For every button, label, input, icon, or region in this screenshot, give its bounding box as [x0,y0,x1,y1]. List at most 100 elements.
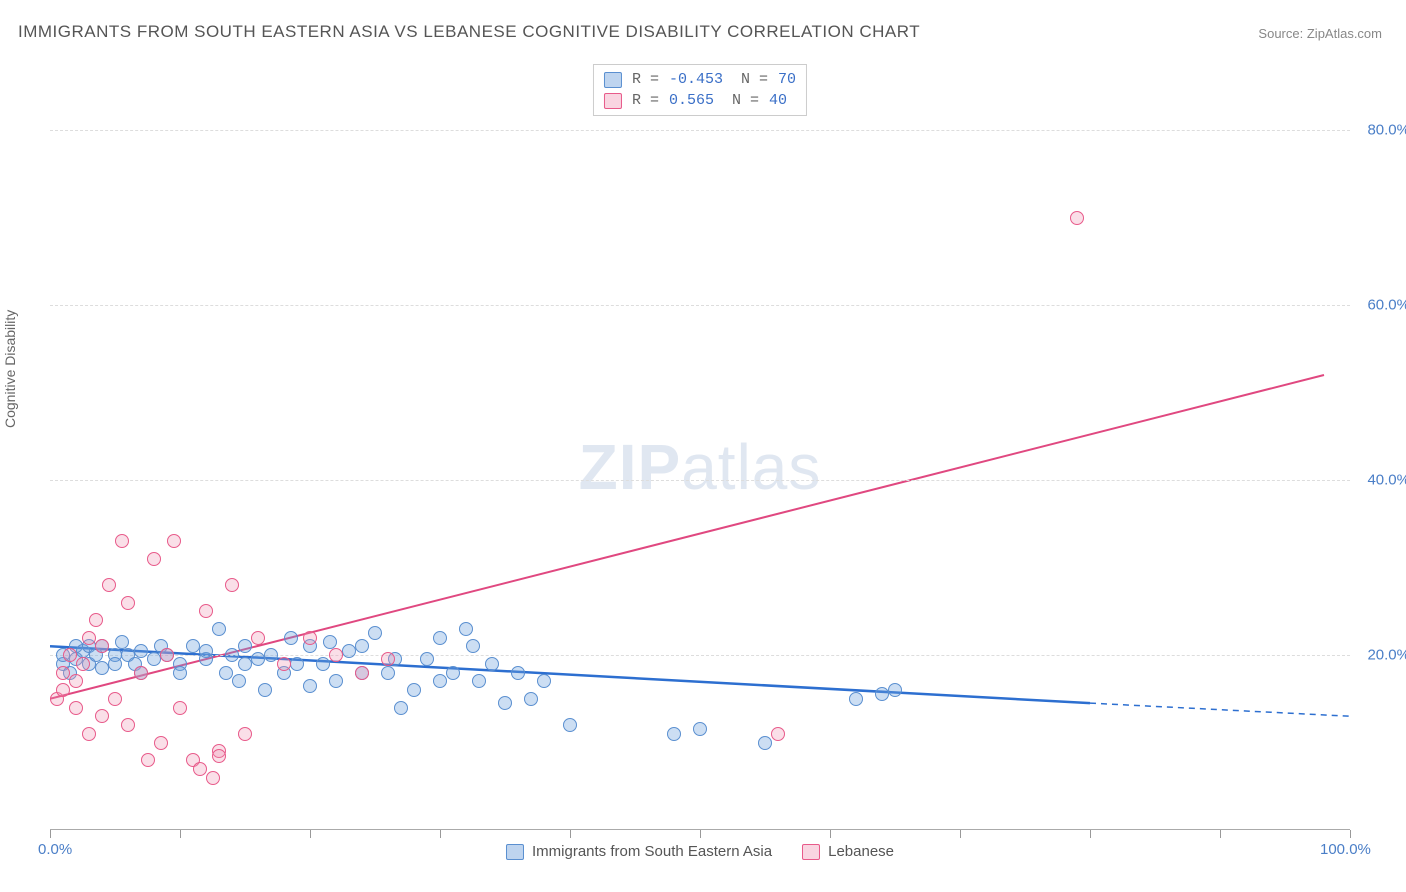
x-tick [1220,830,1221,838]
source-label: Source: [1258,26,1303,41]
y-tick-label: 20.0% [1367,647,1406,664]
y-tick-label: 80.0% [1367,122,1406,139]
data-point-blue [888,683,902,697]
data-point-blue [284,631,298,645]
data-point-blue [225,648,239,662]
data-point-blue [108,657,122,671]
legend-series-label: Immigrants from South Eastern Asia [532,843,772,860]
watermark-light: atlas [681,431,821,503]
y-tick-label: 40.0% [1367,472,1406,489]
data-point-pink [63,648,77,662]
data-point-pink [69,701,83,715]
data-point-blue [238,639,252,653]
data-point-pink [121,718,135,732]
y-tick-label: 60.0% [1367,297,1406,314]
source-name: ZipAtlas.com [1307,26,1382,41]
data-point-blue [212,622,226,636]
data-point-blue [342,644,356,658]
data-point-blue [316,657,330,671]
y-gridline [50,305,1350,306]
data-point-pink [147,552,161,566]
legend-series-item: Lebanese [802,843,894,860]
x-tick-label: 100.0% [1320,841,1371,858]
chart-title: IMMIGRANTS FROM SOUTH EASTERN ASIA VS LE… [18,22,920,42]
data-point-blue [186,639,200,653]
x-tick [570,830,571,838]
data-point-blue [381,666,395,680]
y-axis-label: Cognitive Disability [2,310,18,428]
data-point-blue [433,631,447,645]
data-point-blue [758,736,772,750]
data-point-pink [76,657,90,671]
data-point-blue [394,701,408,715]
x-tick [180,830,181,838]
data-point-pink [56,683,70,697]
data-point-blue [537,674,551,688]
data-point-pink [95,709,109,723]
data-point-blue [199,644,213,658]
data-point-pink [173,701,187,715]
watermark: ZIPatlas [579,430,822,504]
legend-correlation-box: R =-0.453N =70R =0.565N =40 [593,64,807,116]
data-point-pink [212,749,226,763]
data-point-blue [433,674,447,688]
data-point-blue [95,661,109,675]
legend-series-item: Immigrants from South Eastern Asia [506,843,772,860]
data-point-pink [69,674,83,688]
n-label: N = [732,92,759,109]
data-point-blue [466,639,480,653]
n-value: 70 [778,71,796,88]
data-point-blue [511,666,525,680]
data-point-blue [563,718,577,732]
data-point-pink [238,727,252,741]
data-point-pink [381,652,395,666]
data-point-pink [193,762,207,776]
data-point-blue [446,666,460,680]
data-point-blue [134,644,148,658]
data-point-blue [238,657,252,671]
x-tick [310,830,311,838]
r-label: R = [632,92,659,109]
data-point-pink [1070,211,1084,225]
data-point-blue [420,652,434,666]
data-point-blue [251,652,265,666]
data-point-blue [264,648,278,662]
data-point-pink [251,631,265,645]
data-point-pink [141,753,155,767]
n-value: 40 [769,92,787,109]
watermark-bold: ZIP [579,431,682,503]
data-point-blue [472,674,486,688]
data-point-pink [89,613,103,627]
r-value: 0.565 [669,92,714,109]
y-gridline [50,130,1350,131]
n-label: N = [741,71,768,88]
legend-stat-row: R =-0.453N =70 [604,69,796,90]
data-point-blue [115,635,129,649]
x-tick-label: 0.0% [38,841,72,858]
data-point-blue [667,727,681,741]
legend-series-label: Lebanese [828,843,894,860]
x-tick [1350,830,1351,838]
data-point-pink [329,648,343,662]
data-point-blue [173,666,187,680]
data-point-pink [160,648,174,662]
data-point-blue [524,692,538,706]
data-point-pink [108,692,122,706]
data-point-pink [199,604,213,618]
data-point-blue [875,687,889,701]
data-point-pink [154,736,168,750]
plot-area: ZIPatlas R =-0.453N =70R =0.565N =40 Imm… [50,60,1350,830]
y-gridline [50,480,1350,481]
data-point-blue [303,679,317,693]
data-point-pink [355,666,369,680]
data-point-pink [303,631,317,645]
data-point-blue [219,666,233,680]
legend-bottom: Immigrants from South Eastern Asia Lebane… [506,843,894,860]
data-point-blue [459,622,473,636]
r-label: R = [632,71,659,88]
x-tick [440,830,441,838]
legend-stat-row: R = 0.565 N = 40 [604,90,796,111]
legend-swatch-blue [604,72,622,88]
x-tick [960,830,961,838]
data-point-pink [771,727,785,741]
